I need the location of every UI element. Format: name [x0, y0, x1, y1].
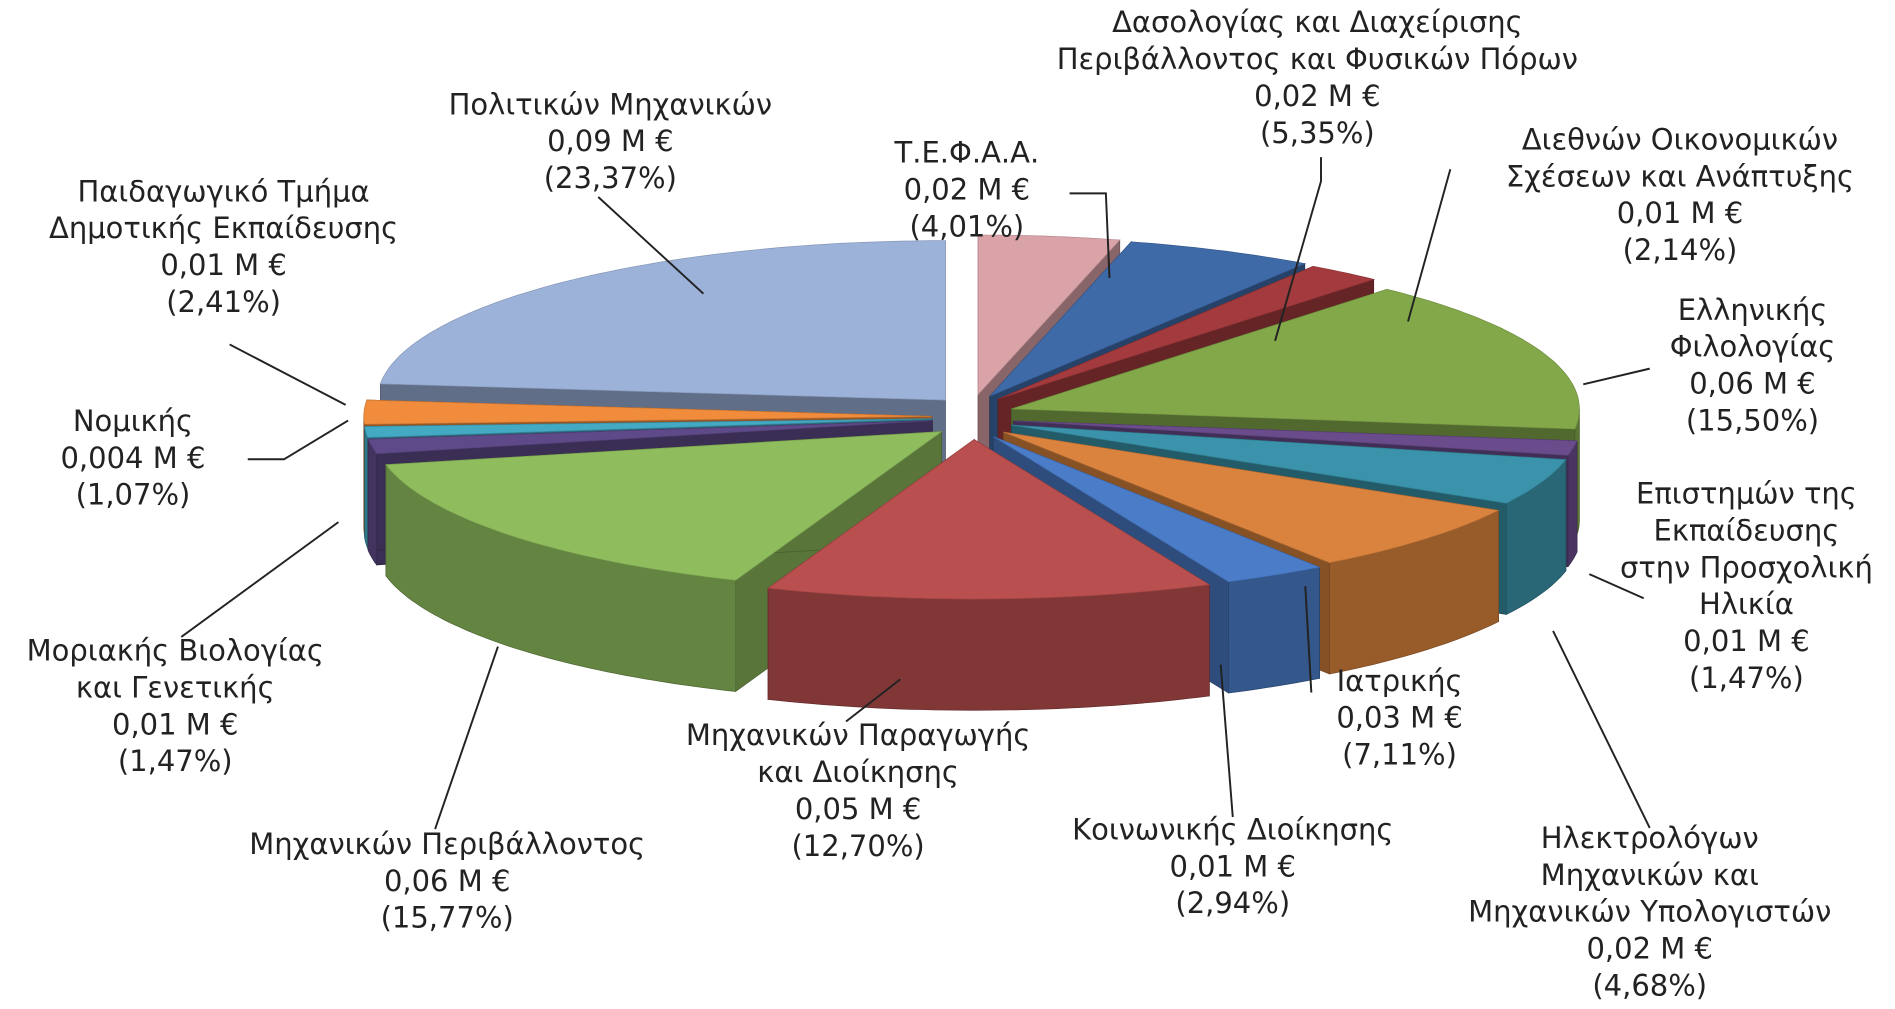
amount-label: 0,03 Μ €: [1336, 701, 1462, 735]
leader-line: [229, 343, 347, 406]
percent-label: (1,47%): [1689, 661, 1804, 695]
leader-line: [1588, 573, 1645, 600]
slice-top: [379, 240, 946, 401]
leader-line: [1552, 630, 1651, 829]
leader-line: [1583, 367, 1650, 386]
leader-line: [1069, 192, 1111, 279]
slice-top: [363, 399, 932, 425]
amount-label: 0,06 Μ €: [1689, 367, 1815, 401]
slice-top: [767, 439, 1211, 600]
slice-label: Ιατρικής: [1337, 664, 1463, 698]
slice-label: Εκπαίδευσης: [1654, 513, 1840, 547]
slice-label: Ελληνικής: [1678, 293, 1828, 327]
slice-label: Δασολογίας και Διαχείρισης: [1112, 5, 1523, 39]
slice-label: Μοριακής Βιολογίας: [27, 634, 324, 668]
leader-line: [1304, 586, 1313, 693]
percent-label: (5,35%): [1260, 116, 1375, 150]
percent-label: (12,70%): [791, 829, 924, 863]
slice-top: [1003, 431, 1500, 564]
leader-line: [1274, 157, 1322, 342]
slice-top: [1011, 424, 1567, 504]
slice-label: Ηλεκτρολόγων: [1541, 821, 1759, 855]
slice-top: [977, 234, 1121, 396]
slice-top: [989, 241, 1307, 397]
slice-label: Τ.Ε.Φ.Α.Α.: [894, 136, 1040, 170]
slice: [767, 438, 1211, 711]
slice-top: [997, 265, 1376, 400]
percent-label: (2,14%): [1623, 233, 1738, 267]
slice-label: Διεθνών Οικονομικών: [1522, 122, 1838, 156]
percent-label: (15,50%): [1686, 403, 1819, 437]
slice-top: [367, 420, 933, 455]
slice-side: [364, 426, 369, 549]
percent-label: (4,68%): [1592, 968, 1707, 1002]
slice-top: [993, 436, 1321, 583]
slice-top: [1013, 420, 1578, 456]
slice-label: Κοινωνικής Διοίκησης: [1072, 813, 1393, 847]
leader-line: [597, 196, 705, 295]
slice-label: Μηχανικών Περιβάλλοντος: [249, 827, 645, 861]
leader-line: [1407, 168, 1452, 322]
leader-line: [1219, 664, 1234, 818]
leader-line: [180, 521, 339, 638]
amount-label: 0,01 Μ €: [1617, 196, 1743, 230]
slice-label: Παιδαγωγικό Τμήμα: [77, 174, 369, 208]
slice-top: [385, 431, 943, 581]
amount-label: 0,01 Μ €: [160, 248, 286, 282]
slice-side: [367, 439, 378, 566]
amount-label: 0,02 Μ €: [904, 173, 1030, 207]
amount-label: 0,09 Μ €: [547, 124, 673, 158]
leader-line: [845, 678, 902, 723]
slice-label: Επιστημών της: [1636, 477, 1857, 511]
slice-side: [767, 584, 1210, 711]
leader-line: [434, 646, 499, 830]
slice-top: [1011, 288, 1580, 430]
amount-label: 0,01 Μ €: [1170, 849, 1296, 883]
slice-label: Σχέσεων και Ανάπτυξης: [1506, 159, 1854, 193]
slice-label: Μηχανικών Υπολογιστών: [1468, 895, 1831, 929]
percent-label: (1,07%): [76, 478, 191, 512]
amount-label: 0,06 Μ €: [384, 864, 510, 898]
percent-label: (4,01%): [909, 209, 1024, 243]
slice-label: Πολιτικών Μηχανικών: [449, 87, 772, 121]
amount-label: 0,01 Μ €: [1683, 624, 1809, 658]
leader-line: [247, 419, 349, 461]
amount-label: 0,004 Μ €: [60, 441, 205, 475]
percent-label: (23,37%): [544, 161, 677, 195]
amount-label: 0,01 Μ €: [112, 707, 238, 741]
slice-label: Μηχανικών και: [1541, 858, 1759, 892]
amount-label: 0,02 Μ €: [1254, 79, 1380, 113]
plot: Τ.Ε.Φ.Α.Α.0,02 Μ €(4,01%)Δασολογίας και …: [27, 5, 1873, 1002]
slice-label: στην Προσχολική: [1620, 550, 1873, 584]
slice-label: Ηλικία: [1699, 587, 1794, 621]
percent-label: (15,77%): [381, 901, 514, 935]
slice-label: Δημοτικής Εκπαίδευσης: [49, 211, 398, 245]
slice-label: Περιβάλλοντος και Φυσικών Πόρων: [1057, 42, 1578, 76]
slice-side: [1228, 566, 1320, 694]
slice-label: Μηχανικών Παραγωγής: [686, 718, 1031, 752]
amount-label: 0,02 Μ €: [1586, 932, 1712, 966]
slice-side: [1567, 440, 1578, 568]
slice-label: Φιλολογίας: [1670, 330, 1836, 364]
percent-label: (2,94%): [1175, 886, 1290, 920]
slice-top: [364, 418, 932, 438]
slice-label: Νομικής: [73, 404, 193, 438]
amount-label: 0,05 Μ €: [795, 792, 921, 826]
percent-label: (7,11%): [1342, 738, 1457, 772]
slice-label: και Γενετικής: [76, 671, 275, 705]
percent-label: (2,41%): [166, 285, 281, 319]
percent-label: (1,47%): [118, 744, 233, 778]
slice-label: και Διοίκησης: [757, 755, 959, 789]
